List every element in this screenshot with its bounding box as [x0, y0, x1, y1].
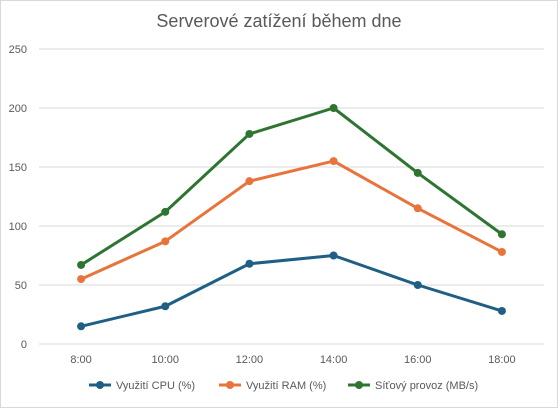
- x-tick-label: 12:00: [236, 354, 264, 366]
- data-point: [245, 177, 254, 186]
- data-point: [77, 260, 86, 269]
- legend-entry: Využití CPU (%): [89, 380, 195, 392]
- y-tick-label: 100: [9, 221, 27, 233]
- data-point: [245, 129, 254, 138]
- legend-entry: Síťový provoz (MB/s): [348, 380, 478, 392]
- y-tick-label: 200: [9, 103, 27, 115]
- legend-point-marker: [96, 381, 104, 389]
- legend: Využití CPU (%) Využití RAM (%) Síťový pro…: [89, 380, 478, 392]
- gridlines: [39, 48, 544, 345]
- data-point: [77, 275, 86, 284]
- legend-label: Síťový provoz (MB/s): [375, 380, 478, 392]
- data-point: [77, 322, 86, 331]
- series-points: [77, 104, 506, 331]
- data-point: [161, 302, 170, 311]
- data-point: [245, 259, 254, 268]
- legend-label: Využití CPU (%): [116, 380, 195, 392]
- data-point: [161, 207, 170, 216]
- y-tick-label: 150: [9, 162, 27, 174]
- data-point: [161, 237, 170, 246]
- x-tick-label: 10:00: [151, 354, 179, 366]
- legend-label: Využití RAM (%): [246, 380, 326, 392]
- x-tick-label: 18:00: [488, 354, 516, 366]
- data-point: [413, 281, 422, 289]
- data-point: [413, 168, 422, 177]
- x-tick-label: 8:00: [70, 354, 91, 366]
- legend-entry: Využití RAM (%): [219, 380, 326, 392]
- y-axis: 0 50 100 150 200 250: [9, 44, 27, 351]
- data-point: [497, 306, 506, 315]
- y-tick-label: 0: [21, 339, 27, 351]
- data-point: [413, 204, 422, 213]
- series-lines: [79, 106, 504, 328]
- series-line-2: [79, 106, 504, 267]
- data-point: [329, 104, 338, 112]
- data-point: [329, 251, 338, 260]
- series-line-0: [79, 254, 504, 328]
- data-point: [497, 230, 506, 239]
- x-tick-label: 14:00: [320, 354, 348, 366]
- legend-point-marker: [355, 381, 363, 389]
- x-tick-label: 16:00: [404, 354, 432, 366]
- chart-title: Serverové zatížení během dne: [156, 11, 402, 31]
- y-tick-label: 250: [9, 44, 27, 56]
- series-line-1: [79, 159, 504, 281]
- y-tick-label: 50: [15, 280, 27, 292]
- data-point: [329, 157, 338, 166]
- x-axis: 8:00 10:00 12:00 14:00 16:00 18:00: [70, 354, 515, 366]
- data-point: [497, 247, 506, 256]
- legend-point-marker: [226, 381, 234, 389]
